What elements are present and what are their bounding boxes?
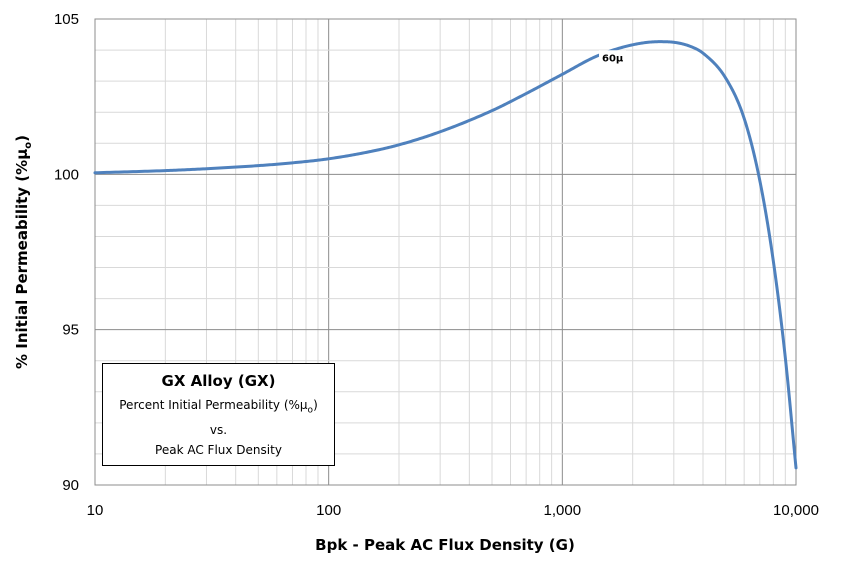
plot-area-border [94, 18, 797, 486]
chart-subtitle-line-1: Percent Initial Permeability (%μo) [119, 398, 318, 416]
chart-subtitle-line-2: vs. [209, 423, 228, 438]
series-label: 60µ [602, 53, 624, 64]
x-tick-label: 10 [87, 502, 104, 519]
y-tick-label: 90 [62, 477, 79, 494]
y-tick-label: 105 [54, 11, 79, 28]
y-tick-label: 95 [62, 322, 79, 339]
series-line [93, 40, 798, 470]
y-tick-label: 100 [54, 166, 79, 183]
x-axis-title: Bpk - Peak AC Flux Density (G) [315, 536, 575, 554]
series-group: 60µ [93, 40, 798, 470]
x-tick-labels: 10 100 1,000 10,000 [87, 502, 819, 519]
y-tick-labels: 90 95 100 105 [54, 11, 79, 494]
chart-info-box: GX Alloy (GX) Percent Initial Permeabili… [102, 363, 335, 466]
y-axis-title: % Initial Permeability (%μo) [13, 135, 34, 369]
chart-subtitle-line-3: Peak AC Flux Density [155, 443, 282, 458]
x-tick-label: 10,000 [773, 502, 819, 519]
chart-title: GX Alloy (GX) [161, 372, 276, 390]
x-tick-label: 100 [316, 502, 341, 519]
series-label-background [599, 50, 627, 63]
x-tick-label: 1,000 [544, 502, 582, 519]
